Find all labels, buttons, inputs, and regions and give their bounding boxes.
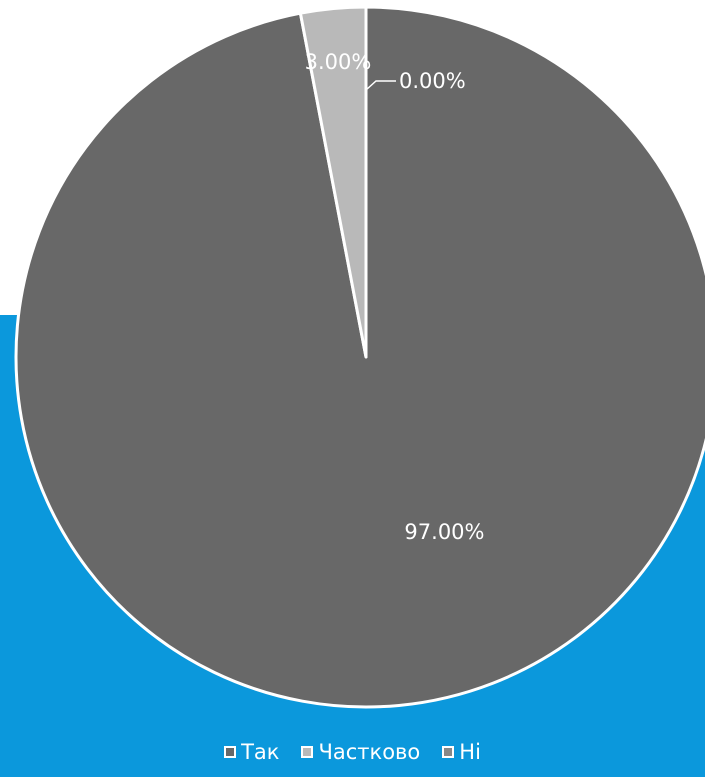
legend-label-chastkovo: Частково [318, 740, 421, 764]
data-label-chastkovo: 3.00% [305, 50, 372, 74]
data-label-ni: 0.00% [399, 69, 466, 93]
legend-swatch-ni [442, 746, 455, 758]
data-label-tak: 97.00% [404, 520, 484, 544]
legend-item-ni: Ні [442, 740, 481, 764]
legend-swatch-tak [224, 746, 237, 758]
pie-slice-chastkovo [298, 5, 368, 359]
legend-swatch-chastkovo [301, 746, 314, 758]
legend-label-ni: Ні [459, 740, 481, 764]
legend-item-chastkovo: Частково [301, 740, 420, 764]
pie-slice-tak [14, 5, 705, 709]
legend-item-tak: Так [224, 740, 279, 764]
legend-label-tak: Так [241, 740, 280, 764]
leader-line-ni [365, 80, 396, 91]
legend: Так Частково Ні [0, 737, 705, 767]
